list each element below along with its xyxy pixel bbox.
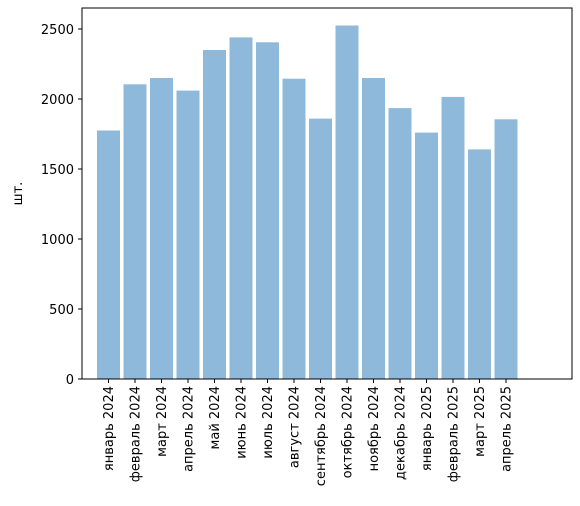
x-tick-label: март 2025 bbox=[473, 386, 488, 457]
bar bbox=[388, 108, 412, 379]
x-tick-label: май 2024 bbox=[208, 386, 223, 449]
x-tick-label: октябрь 2024 bbox=[341, 386, 356, 478]
x-tick-label: июнь 2024 bbox=[235, 386, 250, 459]
bar bbox=[335, 25, 359, 379]
y-tick-label: 2000 bbox=[41, 93, 74, 108]
bar bbox=[150, 78, 173, 379]
bar bbox=[123, 84, 147, 380]
x-tick-label: апрель 2025 bbox=[500, 386, 515, 472]
y-tick-label: 1000 bbox=[41, 233, 74, 248]
y-tick-label: 0 bbox=[66, 373, 74, 388]
x-tick-label: декабрь 2024 bbox=[394, 386, 409, 480]
bar bbox=[309, 118, 332, 379]
x-tick-label: февраль 2025 bbox=[447, 386, 462, 482]
x-tick-label: январь 2024 bbox=[102, 386, 117, 471]
bar bbox=[97, 130, 120, 379]
bar bbox=[441, 96, 465, 380]
bar bbox=[176, 90, 200, 379]
y-axis-label: шт. bbox=[11, 182, 26, 206]
bar bbox=[415, 132, 438, 379]
bar bbox=[229, 37, 253, 380]
bar bbox=[282, 78, 306, 379]
x-tick-label: февраль 2024 bbox=[129, 386, 144, 482]
x-tick-label: март 2024 bbox=[155, 386, 170, 457]
x-tick-label: январь 2025 bbox=[420, 386, 435, 471]
y-tick-label: 500 bbox=[49, 303, 74, 318]
bar bbox=[256, 42, 279, 380]
x-tick-label: август 2024 bbox=[288, 386, 303, 468]
plot-frame bbox=[81, 7, 573, 380]
x-tick-label: сентябрь 2024 bbox=[314, 386, 329, 486]
x-tick-label: ноябрь 2024 bbox=[367, 386, 382, 471]
y-tick-label: 2500 bbox=[41, 23, 74, 38]
bar bbox=[362, 78, 385, 379]
plot-area bbox=[81, 7, 573, 380]
y-tick-label: 1500 bbox=[41, 163, 74, 178]
bar bbox=[203, 50, 226, 379]
bar bbox=[494, 119, 518, 380]
x-tick-label: июль 2024 bbox=[261, 386, 276, 459]
x-axis: январь 2024 февраль 2024 март 2024 апрель 2… bbox=[102, 379, 515, 486]
bar bbox=[468, 149, 491, 379]
x-tick-label: апрель 2024 bbox=[182, 386, 197, 472]
y-axis: 0 500 1000 1500 2000 2500 bbox=[41, 23, 82, 388]
